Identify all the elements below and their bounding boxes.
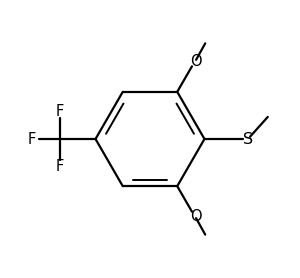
Text: S: S [243,131,253,147]
Text: F: F [56,160,64,175]
Text: F: F [28,131,36,147]
Text: F: F [56,103,64,118]
Text: O: O [190,209,201,224]
Text: O: O [190,54,201,69]
